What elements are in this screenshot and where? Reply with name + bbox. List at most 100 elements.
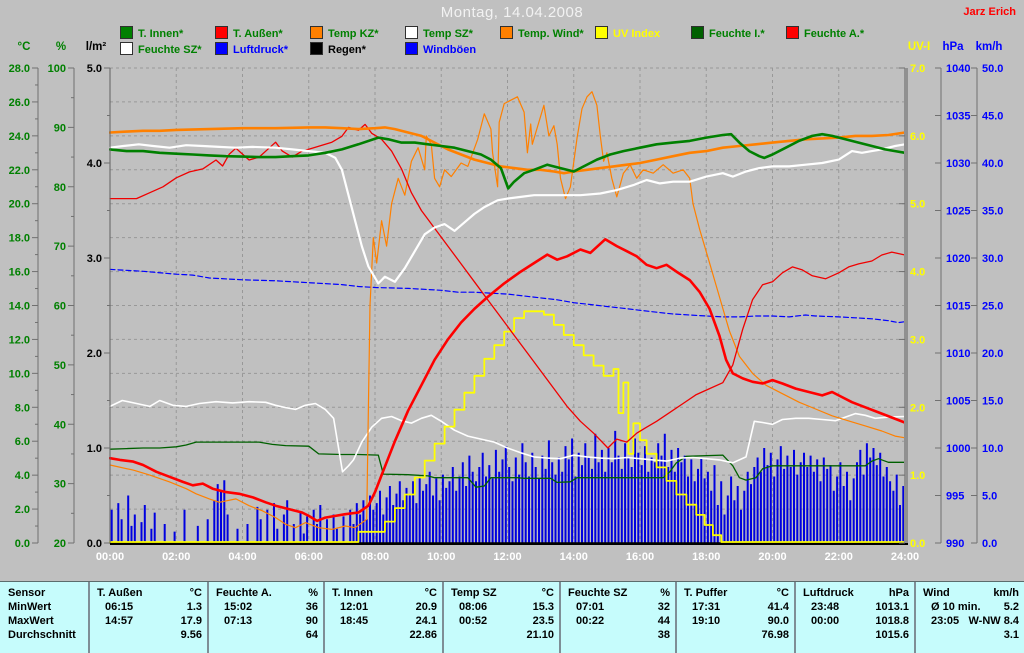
sensor-col-t-puffer-header: T. Puffer °C [677, 586, 794, 600]
sensor-col-t-innen: T. Innen °C 12:01 20.9 18:45 24.1 22.86 [323, 582, 442, 653]
svg-text:12:00: 12:00 [493, 551, 521, 563]
sensor-col-temp-sz: Temp SZ °C 08:06 15.3 00:52 23.5 21.10 [442, 582, 559, 653]
sensor-col-wind-header: Wind km/h [916, 586, 1024, 600]
svg-text:06:00: 06:00 [295, 551, 323, 563]
stats-table: Sensor MinWert MaxWert Durchschnitt T. Außen… [0, 581, 1024, 653]
axis-c: °C 28.0 26.0 24.0 22.0 20.0 18.0 16.0 14.0 12.0 10… [9, 41, 39, 550]
svg-text:45.0: 45.0 [982, 111, 1003, 123]
sensor-col-wind-avg: 3.1 [916, 628, 1024, 642]
legend-swatch-icon [215, 42, 228, 55]
axis-uvi: UV-I 7.0 6.0 5.0 4.0 3.0 2.0 1.0 0.0 [899, 41, 930, 550]
sensor-col-t-au-en-header-value: °C [189, 587, 202, 599]
svg-text:°C: °C [18, 41, 31, 53]
sensor-col-t-puffer-avg-value: 76.98 [761, 629, 789, 641]
sensor-col-feuchte-a-max-value: 90 [305, 615, 318, 627]
sensor-col-feuchte-sz-max: 00:22 44 [561, 614, 675, 628]
svg-text:14.0: 14.0 [9, 301, 30, 313]
sensor-col-feuchte-a-avg-value: 64 [305, 629, 318, 641]
legend-item-windb-en: Windböen [405, 42, 476, 56]
svg-text:l/m²: l/m² [86, 41, 107, 53]
svg-text:6.0: 6.0 [15, 436, 30, 448]
legend-swatch-icon [120, 42, 133, 55]
svg-text:16.0: 16.0 [9, 267, 30, 279]
svg-text:15.0: 15.0 [982, 396, 1003, 408]
legend-label: Luftdruck* [233, 44, 288, 56]
row-header-sensor: Sensor [8, 587, 46, 599]
legend-item-luftdruck: Luftdruck* [215, 42, 288, 56]
svg-text:5.0: 5.0 [910, 199, 925, 211]
svg-text:2.0: 2.0 [15, 504, 30, 516]
svg-text:100: 100 [48, 63, 66, 75]
svg-text:1.0: 1.0 [910, 470, 925, 482]
sensor-col-t-au-en-avg-value: 9.56 [180, 629, 202, 641]
svg-text:04:00: 04:00 [228, 551, 256, 563]
sensor-col-feuchte-sz-avg-value: 38 [657, 629, 670, 641]
sensor-col-feuchte-a-min-value: 36 [305, 601, 318, 613]
series-feuchte-i [109, 441, 906, 488]
sensor-col-wind-min-value: 5.2 [1003, 601, 1019, 613]
sensor-col-feuchte-a-header-value: % [308, 587, 318, 599]
legend-label: Temp KZ* [328, 28, 379, 40]
svg-text:1030: 1030 [946, 158, 970, 170]
x-axis-labels: 00:00 02:00 04:00 06:00 08:00 10:00 12:00 14:00… [96, 551, 919, 563]
sensor-col-t-au-en-header-time: T. Außen [97, 587, 143, 599]
sensor-col-temp-sz-header-value: °C [541, 587, 554, 599]
legend-swatch-icon [405, 42, 418, 55]
sensor-col-t-innen-max-value: 24.1 [415, 615, 437, 627]
sensor-col-feuchte-sz-avg: 38 [561, 628, 675, 642]
sensor-col-t-puffer-header-time: T. Puffer [684, 587, 728, 599]
svg-text:2.0: 2.0 [910, 402, 925, 414]
sensor-col-feuchte-a-min-time: 15:02 [224, 601, 253, 613]
sensor-col-t-puffer-max-time: 19:10 [692, 615, 721, 627]
sensor-col-luftdruck: Luftdruck hPa 23:48 1013.1 00:00 1018.8 1015.6 [794, 582, 914, 653]
svg-text:35.0: 35.0 [982, 206, 1003, 218]
sensor-col-t-puffer-max: 19:10 90.0 [677, 614, 794, 628]
sensor-col-t-au-en-min-value: 1.3 [186, 601, 202, 613]
legend-swatch-icon [595, 26, 608, 39]
svg-text:18:00: 18:00 [692, 551, 720, 563]
svg-text:10:00: 10:00 [427, 551, 455, 563]
legend-label: Feuchte A.* [804, 28, 865, 40]
series-feuchte-sz [109, 399, 906, 473]
svg-text:40: 40 [54, 419, 66, 431]
svg-text:30.0: 30.0 [982, 253, 1003, 265]
legend-swatch-icon [405, 26, 418, 39]
sensor-col-wind-min: Ø 10 min. 5.2 [916, 600, 1024, 614]
svg-text:5.0: 5.0 [982, 491, 997, 503]
legend-item-temp-sz: Temp SZ* [405, 26, 473, 40]
svg-text:5.0: 5.0 [87, 63, 102, 75]
sensor-col-feuchte-a-header-time: Feuchte A. [216, 587, 272, 599]
svg-text:28.0: 28.0 [9, 63, 30, 75]
sensor-col-luftdruck-avg: 1015.6 [796, 628, 914, 642]
svg-text:km/h: km/h [976, 41, 1003, 53]
row-header-minwert: MinWert [8, 601, 52, 613]
series-temp-sz [109, 143, 906, 285]
sensor-col-t-innen-max: 18:45 24.1 [325, 614, 442, 628]
sensor-col-t-puffer-max-value: 90.0 [767, 615, 789, 627]
sensor-col-temp-sz-avg: 21.10 [444, 628, 559, 642]
svg-text:4.0: 4.0 [15, 470, 30, 482]
svg-text:26.0: 26.0 [9, 97, 30, 109]
svg-text:00:00: 00:00 [96, 551, 124, 563]
svg-text:02:00: 02:00 [162, 551, 190, 563]
svg-text:6.0: 6.0 [910, 131, 925, 143]
sensor-col-feuchte-sz-max-value: 44 [657, 615, 670, 627]
sensor-col-luftdruck-max: 00:00 1018.8 [796, 614, 914, 628]
svg-text:0.0: 0.0 [910, 538, 925, 550]
series-t-aussen [109, 238, 906, 523]
sensor-col-temp-sz-min-time: 08:06 [459, 601, 488, 613]
legend-label: Windböen [423, 44, 477, 56]
sensor-col-t-innen-avg: 22.86 [325, 628, 442, 642]
svg-text:1.0: 1.0 [87, 443, 102, 455]
sensor-col-t-innen-header: T. Innen °C [325, 586, 442, 600]
svg-text:20:00: 20:00 [758, 551, 786, 563]
svg-text:1000: 1000 [946, 443, 970, 455]
legend-item-uv-index: UV Index [595, 26, 660, 40]
svg-text:30: 30 [54, 479, 66, 491]
sensor-col-t-puffer-avg: 76.98 [677, 628, 794, 642]
svg-text:1025: 1025 [946, 206, 970, 218]
svg-text:4.0: 4.0 [910, 267, 925, 279]
svg-text:0.0: 0.0 [15, 538, 30, 550]
sensor-col-t-innen-min: 12:01 20.9 [325, 600, 442, 614]
sensor-col-t-au-en: T. Außen °C 06:15 1.3 14:57 17.9 9.56 [88, 582, 207, 653]
